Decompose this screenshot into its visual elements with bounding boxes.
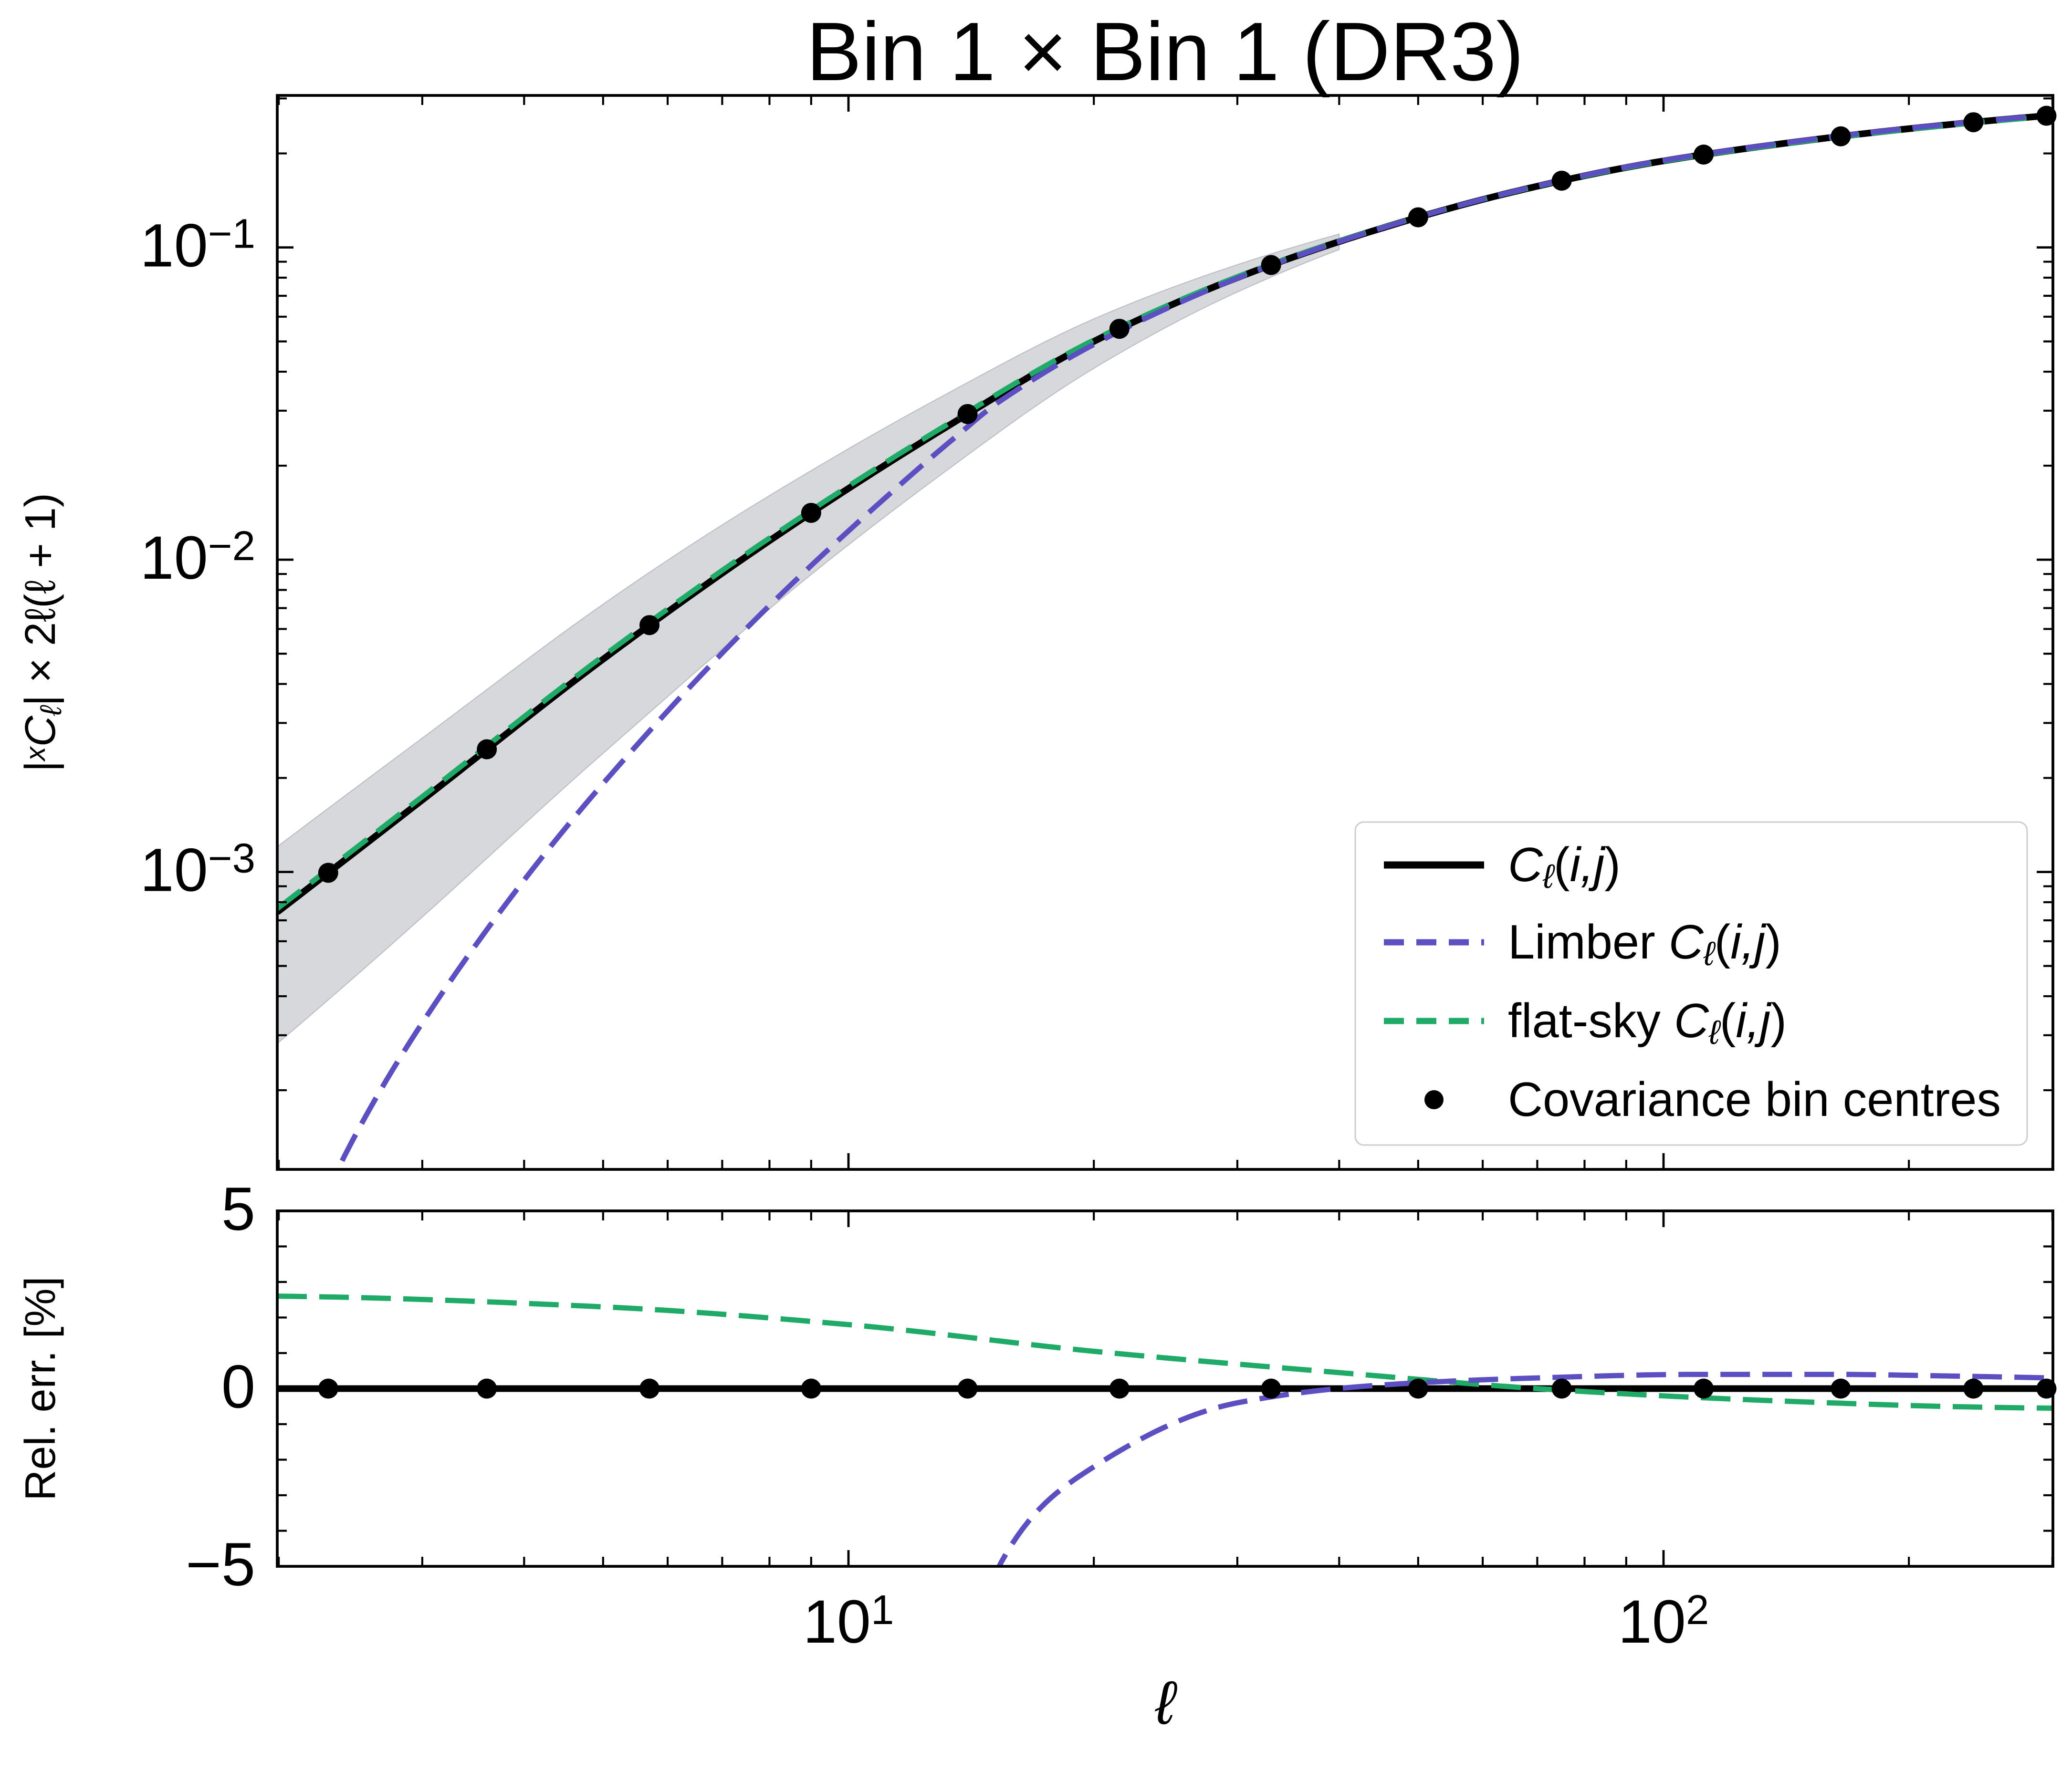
svg-text:|xCℓ| × 2ℓ(ℓ + 1): |xCℓ| × 2ℓ(ℓ + 1): [17, 493, 68, 772]
svg-text:Rel. err. [%]: Rel. err. [%]: [17, 1276, 64, 1500]
svg-text:0: 0: [221, 1353, 255, 1421]
svg-text:Limber Cℓ(i,j): Limber Cℓ(i,j): [1508, 916, 1781, 972]
svg-text:flat-sky Cℓ(i,j): flat-sky Cℓ(i,j): [1508, 994, 1787, 1051]
svg-text:Cℓ(i,j): Cℓ(i,j): [1508, 838, 1621, 895]
svg-text:ℓ: ℓ: [1155, 1669, 1177, 1737]
svg-text:−5: −5: [186, 1531, 255, 1599]
svg-text:Bin 1 × Bin 1 (DR3): Bin 1 × Bin 1 (DR3): [806, 5, 1524, 98]
svg-text:Covariance bin centres: Covariance bin centres: [1508, 1073, 2001, 1126]
svg-text:5: 5: [221, 1175, 255, 1243]
